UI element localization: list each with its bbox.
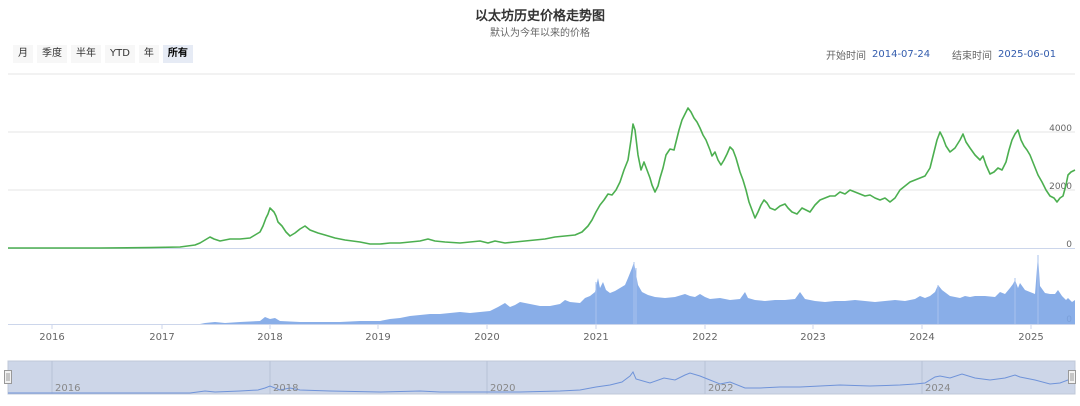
x-tick-2025: 2025 [1018,332,1043,343]
y-tick-4000: 4000 [1049,124,1072,134]
date-range-inputs: 开始时间 结束时间 [826,47,1072,62]
x-tick-2019: 2019 [365,332,390,343]
end-date-input[interactable] [998,49,1072,60]
navigator-labels: 2016 2018 2020 2022 2024 [55,383,950,394]
x-tick-2022: 2022 [692,332,717,343]
navigator-left-handle[interactable] [4,370,12,384]
y-tick-2000: 2000 [1049,182,1072,192]
volume-spikes [595,255,1039,324]
range-selector: 月 季度 半年 YTD 年 所有 [13,45,193,63]
range-button-year[interactable]: 年 [138,45,159,63]
range-button-ytd[interactable]: YTD [105,45,135,63]
x-tick-2024: 2024 [909,332,934,343]
nav-tick-2024: 2024 [925,383,950,394]
x-tick-2016: 2016 [39,332,64,343]
x-tick-marks [51,324,1032,329]
x-axis-labels: 2016 2017 2018 2019 2020 2021 2022 2023 … [39,332,1043,343]
price-gridlines [8,73,1075,249]
navigator-series-line [8,371,1076,394]
x-tick-2021: 2021 [583,332,608,343]
x-tick-2023: 2023 [800,332,825,343]
start-date-input[interactable] [872,49,946,60]
y-tick-0: 0 [1066,240,1072,250]
nav-tick-2018: 2018 [273,383,298,394]
x-tick-2017: 2017 [149,332,174,343]
range-button-month[interactable]: 月 [13,45,33,63]
navigator-right-handle[interactable] [1068,370,1076,384]
end-date-label: 结束时间 [952,51,992,62]
start-date-label: 开始时间 [826,51,866,62]
x-tick-2020: 2020 [474,332,499,343]
nav-tick-2020: 2020 [490,383,515,394]
chart-subtitle: 默认为今年以来的价格 [490,28,590,39]
range-button-half-year[interactable]: 半年 [71,45,101,63]
navigator-mask[interactable] [7,360,1076,395]
x-tick-2018: 2018 [257,332,282,343]
nav-tick-2016: 2016 [55,383,80,394]
chart-title: 以太坊历史价格走势图 [474,9,605,24]
range-button-all[interactable]: 所有 [162,45,193,63]
navigator[interactable]: 2016 2018 2020 2022 2024 [4,360,1076,395]
range-button-quarter[interactable]: 季度 [37,45,67,63]
price-line [8,107,1076,249]
nav-tick-2022: 2022 [708,383,733,394]
volume-bars [8,255,1075,324]
